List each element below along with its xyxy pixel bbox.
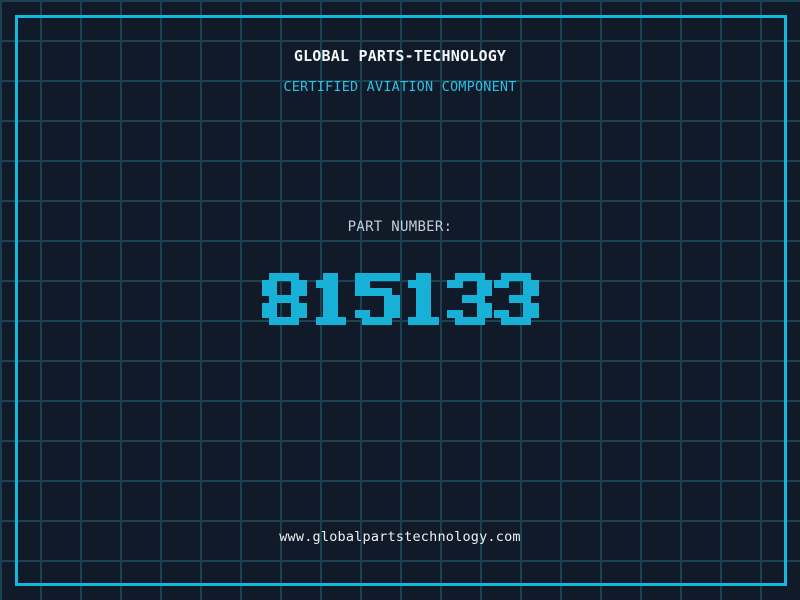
part-number-label: PART NUMBER:	[347, 219, 453, 235]
part-number-digit	[261, 273, 307, 326]
certification-subtitle: CERTIFIED AVIATION COMPONENT	[283, 79, 517, 95]
website-url: www.globalpartstechnology.com	[279, 529, 521, 545]
company-title: GLOBAL PARTS-TECHNOLOGY	[293, 47, 507, 65]
part-number-digit	[447, 273, 493, 326]
part-number-digit	[401, 273, 445, 326]
part-number-digit	[493, 273, 539, 326]
part-number-digit	[308, 273, 352, 326]
part-number-digit	[354, 273, 400, 326]
part-number-display	[0, 273, 800, 326]
